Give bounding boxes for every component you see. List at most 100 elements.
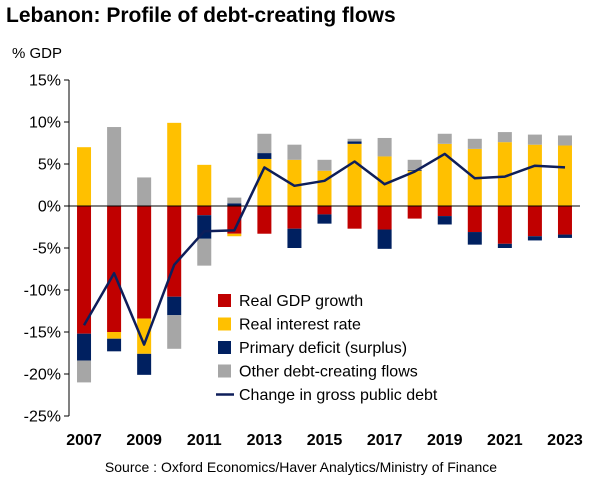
bar-other-debt-creating-flows-2013 bbox=[257, 133, 272, 154]
legend-swatch-other-debt-creating-flows bbox=[218, 364, 231, 378]
bar-real-gdp-growth-2014 bbox=[287, 206, 302, 229]
bar-real-gdp-growth-2017 bbox=[377, 206, 392, 230]
bar-real-interest-rate-2011 bbox=[197, 164, 212, 206]
bar-real-gdp-growth-2007 bbox=[77, 206, 92, 334]
y-tick-label: 0% bbox=[38, 199, 61, 216]
x-tick-label: 2009 bbox=[126, 432, 162, 449]
y-tick-label: -15% bbox=[24, 325, 61, 342]
legend-swatch-real-interest-rate bbox=[218, 317, 231, 331]
bar-real-interest-rate-2014 bbox=[287, 159, 302, 206]
x-tick-label: 2011 bbox=[187, 432, 222, 449]
bar-other-debt-creating-flows-2010 bbox=[167, 315, 182, 349]
bar-other-debt-creating-flows-2022 bbox=[527, 134, 542, 145]
bar-real-gdp-growth-2013 bbox=[257, 206, 272, 234]
bar-other-debt-creating-flows-2019 bbox=[437, 133, 452, 144]
bar-real-gdp-growth-2023 bbox=[557, 206, 572, 235]
bar-primary-deficit-surplus--2017 bbox=[377, 229, 392, 249]
bar-primary-deficit-surplus--2014 bbox=[287, 228, 302, 248]
bar-layer bbox=[77, 122, 572, 383]
legend-label-real-gdp-growth: Real GDP growth bbox=[239, 293, 363, 310]
x-tick-label: 2017 bbox=[367, 432, 403, 449]
y-tick-label: 15% bbox=[29, 73, 61, 90]
y-tick-label: 5% bbox=[38, 157, 61, 174]
bar-other-debt-creating-flows-2012 bbox=[227, 197, 242, 204]
bar-other-debt-creating-flows-2023 bbox=[557, 135, 572, 146]
bar-real-interest-rate-2009 bbox=[137, 318, 152, 354]
bar-real-interest-rate-2008 bbox=[107, 332, 122, 339]
bar-other-debt-creating-flows-2009 bbox=[137, 177, 152, 206]
bar-real-interest-rate-2013 bbox=[257, 158, 272, 206]
x-tick-label: 2013 bbox=[247, 432, 283, 449]
bar-primary-deficit-surplus--2022 bbox=[527, 236, 542, 241]
bar-real-interest-rate-2021 bbox=[497, 142, 512, 206]
x-tick-label: 2021 bbox=[487, 432, 523, 449]
x-tick-label: 2023 bbox=[547, 432, 583, 449]
bar-real-gdp-growth-2016 bbox=[347, 206, 362, 229]
bar-real-interest-rate-2016 bbox=[347, 143, 362, 206]
bar-other-debt-creating-flows-2021 bbox=[497, 132, 512, 143]
y-tick-label: -10% bbox=[24, 283, 61, 300]
bar-real-gdp-growth-2020 bbox=[467, 206, 482, 233]
bar-real-gdp-growth-2021 bbox=[497, 206, 512, 244]
y-tick-label: 10% bbox=[29, 115, 61, 132]
bar-real-gdp-growth-2009 bbox=[137, 206, 152, 319]
legend-label-other-debt-creating-flows: Other debt-creating flows bbox=[239, 364, 418, 381]
bar-primary-deficit-surplus--2016 bbox=[347, 141, 362, 144]
legend-label-change-in-gross-public-debt: Change in gross public debt bbox=[239, 387, 438, 404]
bar-other-debt-creating-flows-2011 bbox=[197, 238, 212, 266]
x-tick-label: 2015 bbox=[307, 432, 343, 449]
x-tick-label: 2007 bbox=[66, 432, 102, 449]
y-tick-label: -25% bbox=[24, 409, 61, 426]
axes-layer: 15% 10% 5% 0% -5% -10% -15% -20% -25% 2007 2009 201… bbox=[24, 73, 583, 450]
bar-real-gdp-growth-2011 bbox=[197, 206, 212, 216]
bar-real-interest-rate-2015 bbox=[317, 170, 332, 206]
bar-real-interest-rate-2012 bbox=[227, 233, 242, 237]
line-layer bbox=[82, 152, 566, 346]
bar-primary-deficit-surplus--2010 bbox=[167, 296, 182, 316]
bar-real-interest-rate-2023 bbox=[557, 145, 572, 206]
y-tick-label: -20% bbox=[24, 367, 61, 384]
bar-other-debt-creating-flows-2017 bbox=[377, 137, 392, 157]
line-change-in-gross-public-debt bbox=[82, 152, 566, 346]
bar-primary-deficit-surplus--2015 bbox=[317, 214, 332, 224]
bar-real-interest-rate-2010 bbox=[167, 122, 182, 206]
bar-real-gdp-growth-2019 bbox=[437, 206, 452, 217]
bar-primary-deficit-surplus--2007 bbox=[77, 333, 92, 361]
x-tick-label: 2019 bbox=[427, 432, 463, 449]
legend-swatch-primary-deficit-surplus- bbox=[218, 341, 231, 354]
bar-primary-deficit-surplus--2013 bbox=[257, 153, 272, 159]
bar-real-interest-rate-2017 bbox=[377, 156, 392, 206]
bar-other-debt-creating-flows-2014 bbox=[287, 144, 302, 160]
chart-title: Lebanon: Profile of debt-creating flows bbox=[6, 4, 396, 27]
bar-real-interest-rate-2019 bbox=[437, 143, 452, 206]
bar-primary-deficit-surplus--2019 bbox=[437, 216, 452, 225]
bar-real-gdp-growth-2022 bbox=[527, 206, 542, 237]
bar-primary-deficit-surplus--2020 bbox=[467, 232, 482, 245]
bar-primary-deficit-surplus--2012 bbox=[227, 203, 242, 206]
bar-real-gdp-growth-2015 bbox=[317, 206, 332, 215]
bar-real-interest-rate-2018 bbox=[407, 170, 422, 206]
y-tick-label: -5% bbox=[33, 241, 61, 258]
legend-swatch-real-gdp-growth bbox=[218, 294, 231, 307]
bar-primary-deficit-surplus--2008 bbox=[107, 338, 122, 352]
bar-real-interest-rate-2022 bbox=[527, 144, 542, 206]
bar-real-gdp-growth-2010 bbox=[167, 206, 182, 297]
bar-real-gdp-growth-2008 bbox=[107, 206, 122, 332]
bar-real-gdp-growth-2018 bbox=[407, 206, 422, 219]
source-note: Source : Oxford Economics/Haver Analytic… bbox=[104, 459, 498, 475]
legend-label-real-interest-rate: Real interest rate bbox=[239, 317, 361, 334]
bar-other-debt-creating-flows-2020 bbox=[467, 138, 482, 149]
bar-real-interest-rate-2007 bbox=[77, 147, 92, 206]
bar-other-debt-creating-flows-2007 bbox=[77, 360, 92, 383]
bar-other-debt-creating-flows-2018 bbox=[407, 159, 422, 170]
bar-primary-deficit-surplus--2011 bbox=[197, 215, 212, 239]
bar-other-debt-creating-flows-2008 bbox=[107, 127, 122, 206]
bar-real-gdp-growth-2012 bbox=[227, 206, 242, 234]
bar-primary-deficit-surplus--2009 bbox=[137, 353, 152, 375]
bar-primary-deficit-surplus--2023 bbox=[557, 234, 572, 238]
legend: Real GDP growth Real interest rate Primary… bbox=[216, 293, 438, 404]
legend-label-primary-deficit-surplus-: Primary deficit (surplus) bbox=[239, 340, 407, 357]
bar-other-debt-creating-flows-2016 bbox=[347, 138, 362, 142]
y-unit-label: % GDP bbox=[12, 45, 63, 62]
